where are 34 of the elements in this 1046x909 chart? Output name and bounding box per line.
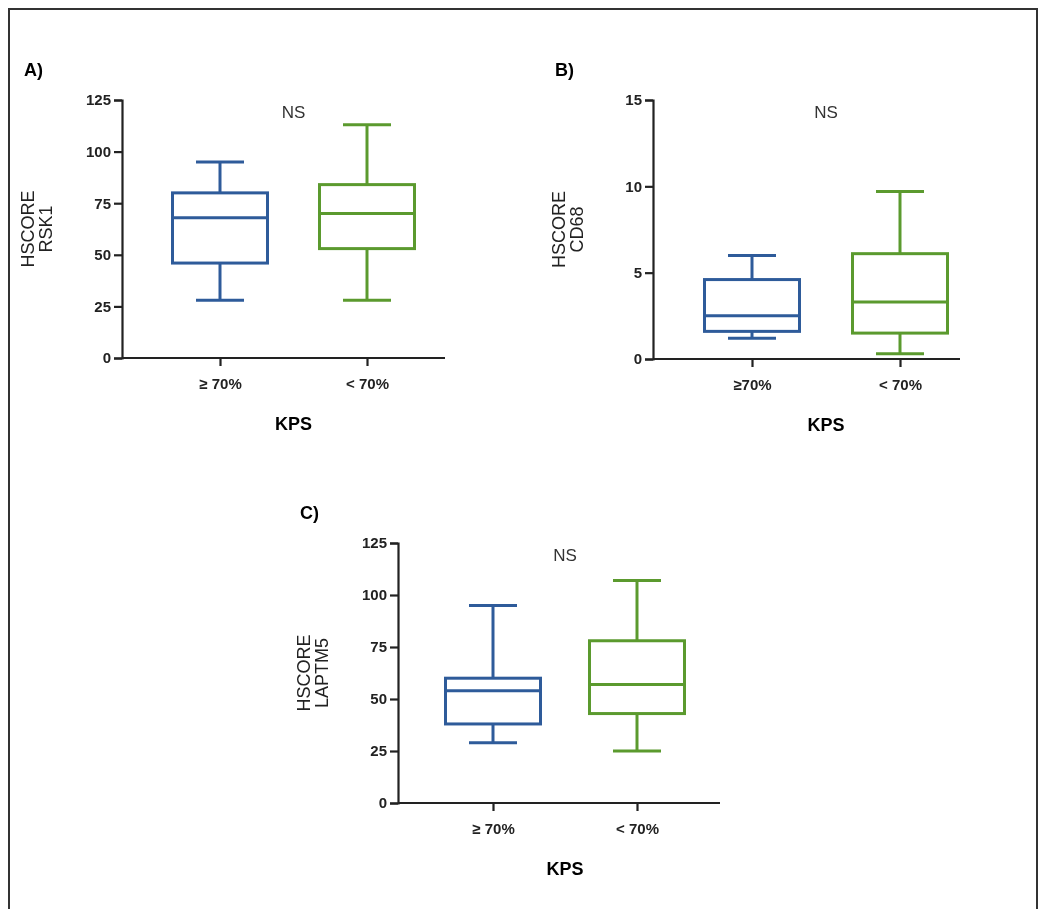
y-tick-label: 5 <box>633 263 642 281</box>
y-tick-label: 75 <box>370 638 387 656</box>
y-axis-title: HSCORE CD68 <box>549 190 588 269</box>
x-tick-label: ≥70% <box>733 375 772 393</box>
y-tick-label: 0 <box>378 794 387 812</box>
x-tick-label: < 70% <box>346 374 389 392</box>
y-tick-label: 15 <box>625 91 642 109</box>
y-tick-label: 100 <box>85 142 111 160</box>
y-tick-label: 75 <box>94 194 111 212</box>
chart-title: A) <box>24 60 43 80</box>
x-tick-label: < 70% <box>616 819 659 837</box>
x-tick-label: ≥ 70% <box>199 374 242 392</box>
annotation: NS <box>814 103 838 122</box>
chart-title: C) <box>300 503 319 523</box>
y-tick-label: 50 <box>370 690 387 708</box>
chart-title: B) <box>555 60 574 80</box>
y-axis-title: HSCORE LAPTM5 <box>294 634 333 712</box>
y-tick-label: 10 <box>625 177 642 195</box>
x-axis-title: KPS <box>274 414 313 434</box>
x-axis-title: KPS <box>807 415 845 435</box>
y-tick-label: 0 <box>102 349 111 367</box>
annotation: NS <box>553 546 577 565</box>
y-tick-label: 0 <box>633 350 642 368</box>
x-tick-label: < 70% <box>879 375 922 393</box>
y-tick-label: 100 <box>361 586 387 604</box>
annotation: NS <box>281 103 306 122</box>
y-tick-label: 25 <box>94 297 111 315</box>
y-tick-label: 25 <box>370 742 387 760</box>
x-axis-title: KPS <box>546 859 584 879</box>
y-tick-label: 50 <box>94 246 111 264</box>
y-tick-label: 125 <box>361 534 387 552</box>
y-tick-label: 125 <box>85 91 111 109</box>
y-axis-title: HSCORE RSK1 <box>18 190 57 268</box>
x-tick-label: ≥ 70% <box>472 819 515 837</box>
